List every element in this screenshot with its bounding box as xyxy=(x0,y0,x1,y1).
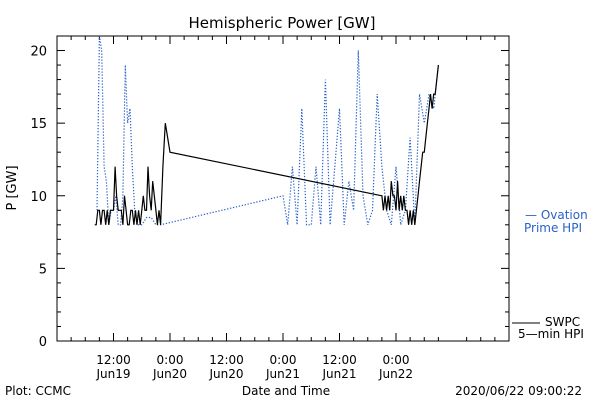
legend-ovation-line1: — Ovation xyxy=(525,208,588,222)
y-axis-ticks: 0 5 10 15 20 xyxy=(30,45,509,350)
ovation-series xyxy=(96,35,439,226)
x-tick-label-date: Jun20 xyxy=(208,367,243,381)
legend-ovation-line2: Prime HPI xyxy=(524,221,582,235)
legend-ovation: — Ovation Prime HPI xyxy=(524,208,588,235)
x-tick-label-time: 12:00 xyxy=(96,353,131,367)
x-tick-label-time: 0:00 xyxy=(383,353,410,367)
x-tick-label-date: Jun22 xyxy=(378,367,413,381)
y-tick-label: 10 xyxy=(30,190,47,205)
chart-title: Hemispheric Power [GW] xyxy=(189,14,376,32)
x-tick-label-date: Jun19 xyxy=(95,367,130,381)
x-tick-label-date: Jun21 xyxy=(321,367,356,381)
y-axis-label: P [GW] xyxy=(5,165,20,210)
footer-timestamp: 2020/06/22 09:00:22 xyxy=(455,384,582,398)
x-tick-label-date: Jun21 xyxy=(265,367,300,381)
y-tick-label: 20 xyxy=(30,45,47,60)
x-tick-label-time: 12:00 xyxy=(322,353,357,367)
x-tick-label-date: Jun20 xyxy=(152,367,187,381)
swpc-series xyxy=(94,64,439,226)
legend-swpc-line2: 5—min HPI xyxy=(518,327,584,341)
legend-swpc-line1: SWPC xyxy=(545,315,580,329)
ovation-line xyxy=(96,35,439,226)
plot-frame xyxy=(56,35,510,342)
x-axis-ticks: 12:00Jun190:00Jun2012:00Jun200:00Jun2112… xyxy=(70,36,496,381)
x-tick-label-time: 12:00 xyxy=(209,353,244,367)
footer-plot-credit: Plot: CCMC xyxy=(5,384,71,398)
x-tick-label-time: 0:00 xyxy=(270,353,297,367)
swpc-line xyxy=(94,64,439,226)
y-tick-label: 5 xyxy=(39,262,47,277)
x-axis-label: Date and Time xyxy=(242,384,330,398)
y-tick-label: 0 xyxy=(39,335,47,350)
y-tick-label: 15 xyxy=(30,117,47,132)
x-tick-label-time: 0:00 xyxy=(157,353,184,367)
legend-swpc: SWPC 5—min HPI xyxy=(512,315,584,341)
